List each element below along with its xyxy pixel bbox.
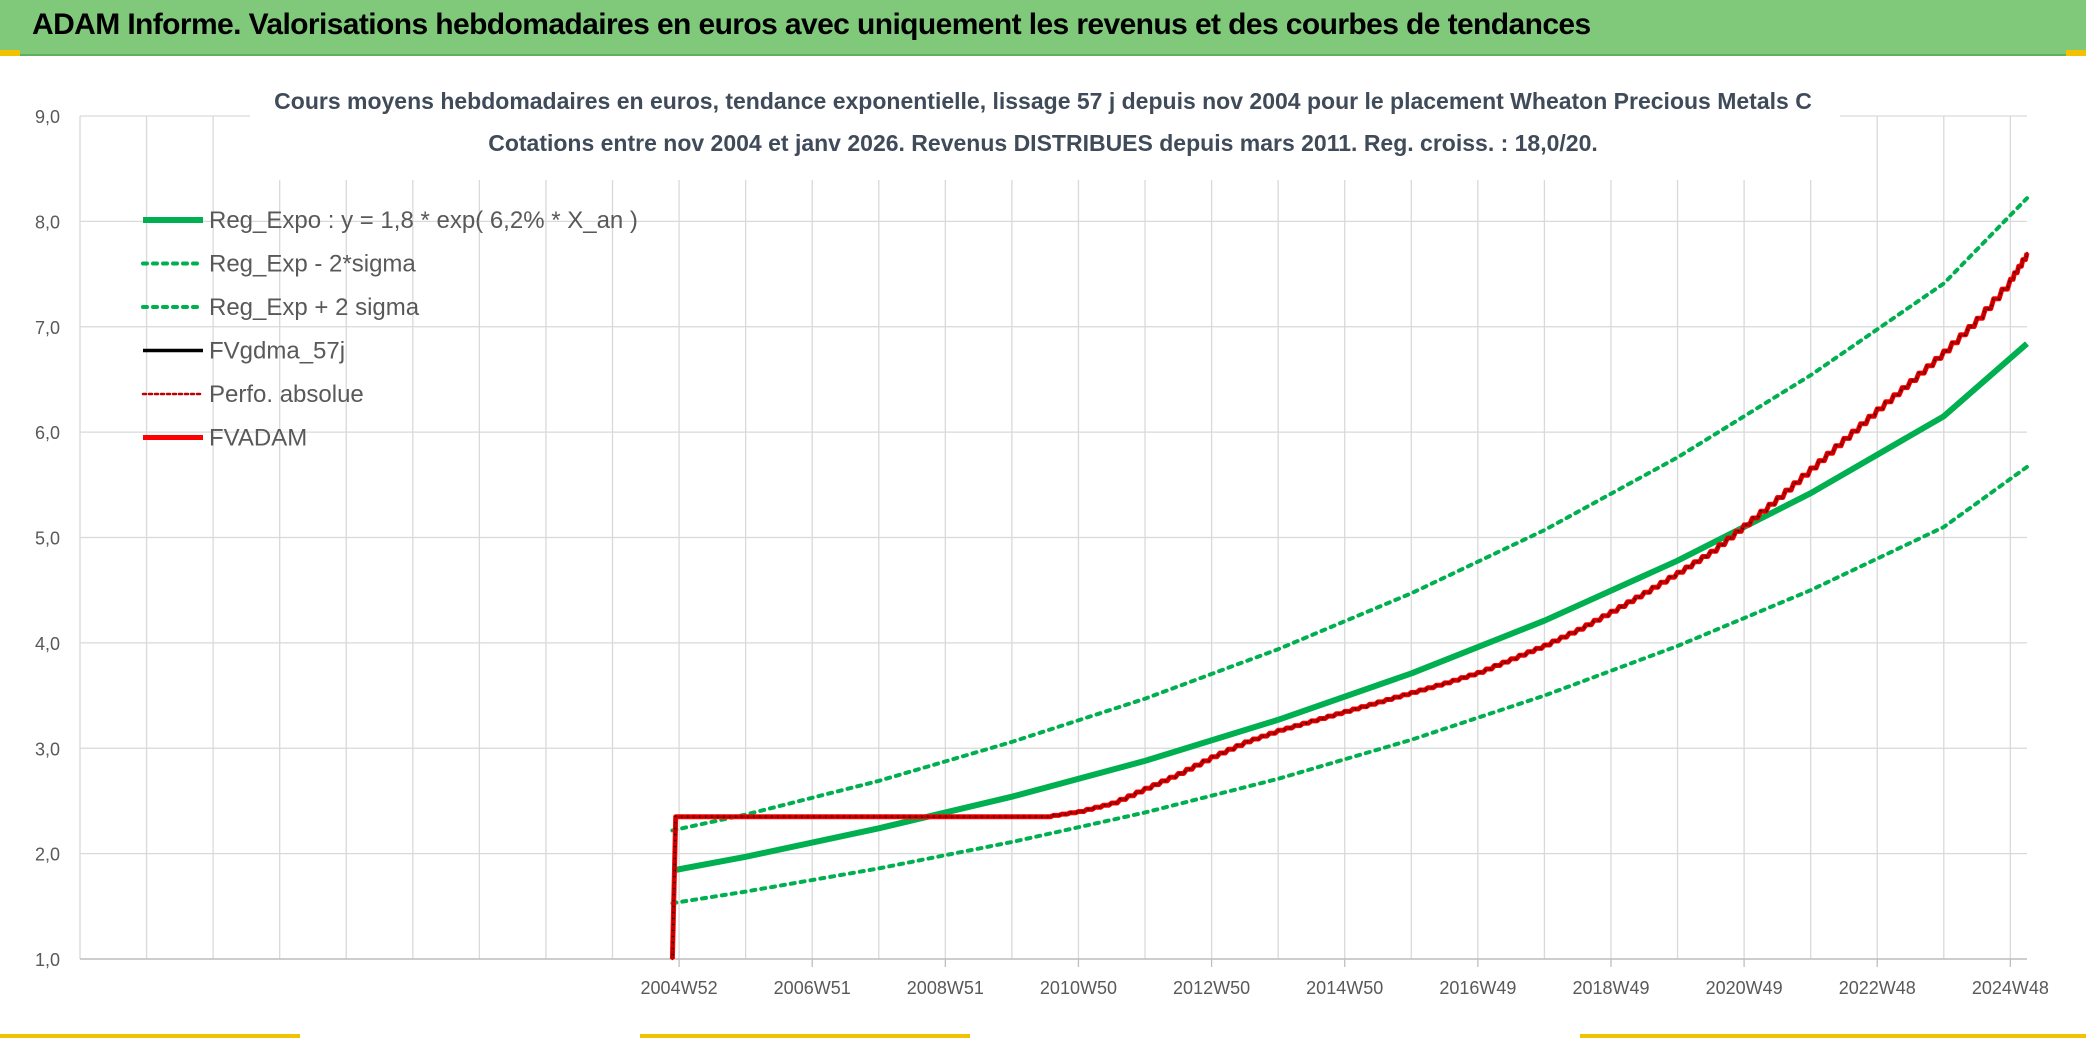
x-tick-label: 2008W51 xyxy=(907,978,984,998)
bottom-accent-mid xyxy=(640,1034,970,1038)
chart-series xyxy=(669,196,2030,961)
chart-svg: 1,0 2,0 3,0 4,0 5,0 6,0 7,0 8,0 9,0 2004W52 2006W… xyxy=(35,78,2049,998)
y-axis: 1,0 2,0 3,0 4,0 5,0 6,0 7,0 8,0 9,0 xyxy=(35,107,60,970)
y-tick-label: 1,0 xyxy=(35,950,60,970)
chart-area: 1,0 2,0 3,0 4,0 5,0 6,0 7,0 8,0 9,0 2004W52 2006W… xyxy=(0,56,2086,1038)
series-line-reg-expo-y-1-8-exp-6-2-x-an xyxy=(671,341,2029,874)
legend-label: Reg_Exp - 2*sigma xyxy=(209,251,416,278)
x-tick-label: 2018W49 xyxy=(1572,978,1649,998)
x-tick-label: 2022W48 xyxy=(1839,978,1916,998)
title-accent-right xyxy=(2066,50,2086,56)
series-line-reg-exp-2-sigma xyxy=(670,196,2029,833)
legend-label: Perfo. absolue xyxy=(209,381,364,408)
y-tick-label: 4,0 xyxy=(35,634,60,654)
bottom-accent-right xyxy=(1580,1034,2086,1038)
bottom-accent-left xyxy=(0,1034,300,1038)
x-axis: 2004W52 2006W51 2008W51 2010W50 2012W50 2014W… xyxy=(80,958,2049,998)
x-tick-label: 2006W51 xyxy=(774,978,851,998)
y-tick-label: 8,0 xyxy=(35,212,60,232)
x-tick-label: 2012W50 xyxy=(1173,978,1250,998)
chart-legend: Reg_Expo : y = 1,8 * exp( 6,2% * X_an ) R… xyxy=(141,207,638,452)
chart-subtitle: Cotations entre nov 2004 et janv 2026. R… xyxy=(488,130,1598,156)
y-tick-label: 6,0 xyxy=(35,423,60,443)
x-tick-label: 2014W50 xyxy=(1306,978,1383,998)
y-tick-label: 7,0 xyxy=(35,318,60,338)
y-tick-label: 2,0 xyxy=(35,845,60,865)
page-title: ADAM Informe. Valorisations hebdomadaire… xyxy=(32,8,1591,41)
title-bar: ADAM Informe. Valorisations hebdomadaire… xyxy=(0,0,2086,56)
series-line-perfo-absolue xyxy=(671,251,2029,961)
legend-label: Reg_Expo : y = 1,8 * exp( 6,2% * X_an ) xyxy=(209,207,638,234)
title-accent-left xyxy=(0,50,20,56)
legend-label: FVgdma_57j xyxy=(209,338,345,365)
chart-title-background xyxy=(250,78,1840,180)
x-tick-label: 2016W49 xyxy=(1439,978,1516,998)
legend-label: FVADAM xyxy=(209,425,307,452)
x-tick-label: 2004W52 xyxy=(641,978,718,998)
series-line-reg-exp-2-sigma xyxy=(670,464,2029,906)
chart-title: Cours moyens hebdomadaires en euros, ten… xyxy=(274,88,1812,114)
y-tick-label: 5,0 xyxy=(35,529,60,549)
x-tick-label: 2020W49 xyxy=(1706,978,1783,998)
y-tick-label: 9,0 xyxy=(35,107,60,127)
y-tick-label: 3,0 xyxy=(35,739,60,759)
x-tick-label: 2010W50 xyxy=(1040,978,1117,998)
legend-label: Reg_Exp + 2 sigma xyxy=(209,294,420,321)
x-tick-label: 2024W48 xyxy=(1972,978,2049,998)
